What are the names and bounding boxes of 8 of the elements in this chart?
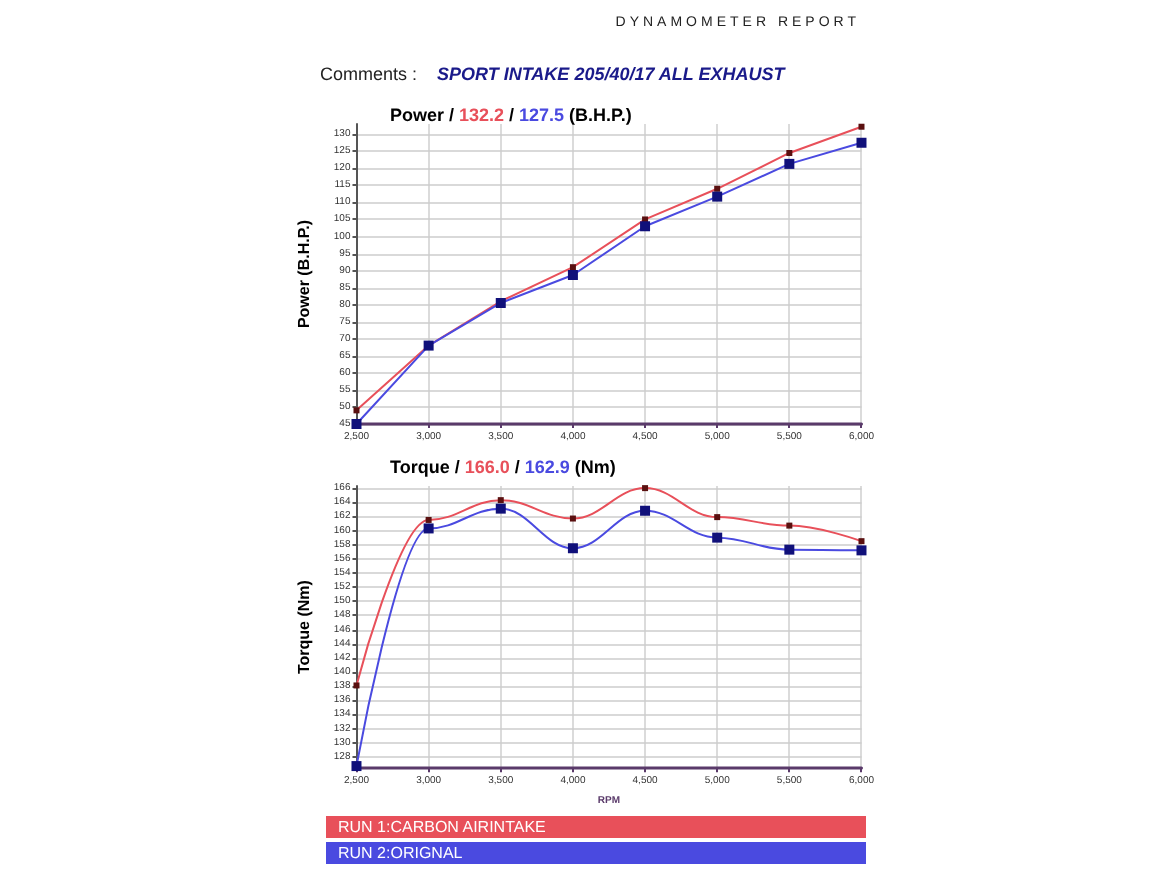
y-axis-title: Power (B.H.P.) bbox=[295, 219, 313, 329]
text: Comments : bbox=[320, 64, 418, 84]
y-axis-title: Torque (Nm) bbox=[295, 579, 313, 675]
chart-title: Power / 132.2 / 127.5 (B.H.P.) bbox=[390, 105, 632, 125]
text: RUN 2:ORIGNAL bbox=[326, 842, 866, 864]
chart-title: Torque / 166.0 / 162.9 (Nm) bbox=[390, 457, 616, 477]
text: RUN 1:CARBON AIRINTAKE bbox=[326, 816, 866, 838]
text: SPORT INTAKE 205/40/17 ALL EXHAUST bbox=[437, 64, 785, 84]
